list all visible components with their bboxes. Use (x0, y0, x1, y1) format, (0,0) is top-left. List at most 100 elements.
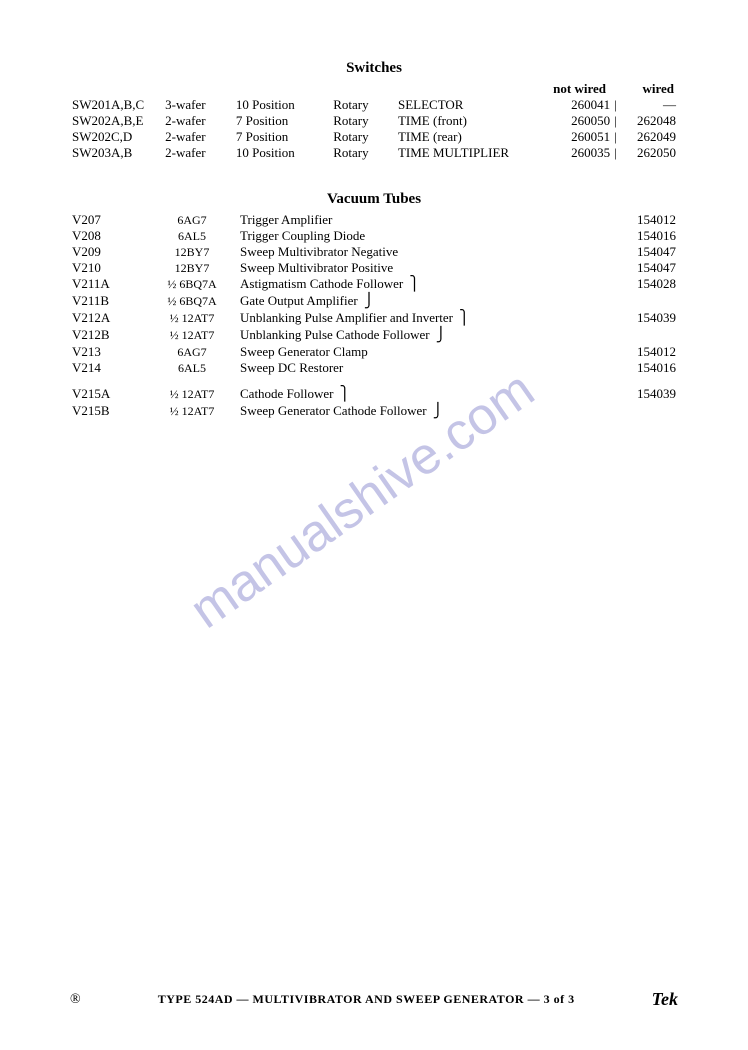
brace-icon: ⎫ (403, 277, 420, 292)
cell-type: ½ 12AT7 (146, 386, 238, 403)
cell-position: 10 Position (234, 145, 331, 161)
vacuum-section: Vacuum Tubes V2076AG7Trigger Amplifier15… (70, 191, 678, 420)
cell-type: ½ 6BQ7A (146, 293, 238, 310)
cell-description: Unblanking Pulse Cathode Follower⎭ (238, 327, 552, 344)
footer-logo: Tek (652, 989, 678, 1010)
pipe-divider: | (612, 113, 619, 129)
page-content: Switches not wired wired SW201A,B,C3-waf… (0, 0, 748, 420)
cell-description: Sweep DC Restorer (238, 360, 552, 376)
cell-wired: 262049 (619, 129, 678, 145)
cell-ref: V211A (70, 276, 146, 293)
cell-ref: SW202A,B,E (70, 113, 163, 129)
pipe-divider: | (612, 145, 619, 161)
cell-type: ½ 6BQ7A (146, 276, 238, 293)
cell-part-number (552, 293, 678, 310)
page-footer: ® TYPE 524AD — MULTIVIBRATOR AND SWEEP G… (0, 989, 748, 1010)
cell-description: Astigmatism Cathode Follower⎫ (238, 276, 552, 293)
cell-ref: SW203A,B (70, 145, 163, 161)
footer-symbol: ® (70, 992, 81, 1008)
table-row: V2086AL5Trigger Coupling Diode154016 (70, 228, 678, 244)
cell-description: Sweep Multivibrator Negative (238, 244, 552, 260)
cell-wafer: 2-wafer (163, 113, 234, 129)
cell-wired: 262050 (619, 145, 678, 161)
table-row: V2136AG7Sweep Generator Clamp154012 (70, 344, 678, 360)
cell-ref: SW201A,B,C (70, 97, 163, 113)
table-row: SW203A,B2-wafer10 PositionRotaryTIME MUL… (70, 145, 678, 161)
header-cols: not wired wired (550, 81, 678, 97)
cell-part-number: 154012 (552, 212, 678, 228)
cell-part-number: 154016 (552, 360, 678, 376)
cell-function: TIME MULTIPLIER (396, 145, 553, 161)
cell-type: 6AL5 (146, 228, 238, 244)
brace-icon: ⎫ (334, 387, 351, 402)
table-row: V211B½ 6BQ7AGate Output Amplifier⎭ (70, 293, 678, 310)
cell-wafer: 3-wafer (163, 97, 234, 113)
cell-description: Sweep Generator Cathode Follower⎭ (238, 403, 552, 420)
cell-wired: 262048 (619, 113, 678, 129)
cell-part-number: 154039 (552, 386, 678, 403)
cell-position: 10 Position (234, 97, 331, 113)
switches-title: Switches (70, 60, 678, 77)
cell-ref: V209 (70, 244, 146, 260)
table-row: V212B½ 12AT7Unblanking Pulse Cathode Fol… (70, 327, 678, 344)
cell-ref: V210 (70, 260, 146, 276)
cell-description: Cathode Follower⎫ (238, 386, 552, 403)
brace-icon: ⎫ (453, 311, 470, 326)
cell-description: Gate Output Amplifier⎭ (238, 293, 552, 310)
table-row: SW202A,B,E2-wafer7 PositionRotaryTIME (f… (70, 113, 678, 129)
cell-part-number (552, 403, 678, 420)
pipe-divider: | (612, 97, 619, 113)
cell-part-number: 154047 (552, 244, 678, 260)
cell-function: TIME (front) (396, 113, 553, 129)
cell-type: 6AG7 (146, 344, 238, 360)
cell-ref: V207 (70, 212, 146, 228)
vacuum-tubes-table: V2076AG7Trigger Amplifier154012V2086AL5T… (70, 212, 678, 420)
cell-ref: V212A (70, 310, 146, 327)
table-row: SW202C,D2-wafer7 PositionRotaryTIME (rea… (70, 129, 678, 145)
cell-type: 6AG7 (146, 212, 238, 228)
cell-type: ½ 12AT7 (146, 310, 238, 327)
cell-ref: V211B (70, 293, 146, 310)
table-row: V2146AL5Sweep DC Restorer154016 (70, 360, 678, 376)
table-row: SW201A,B,C3-wafer10 PositionRotarySELECT… (70, 97, 678, 113)
brace-icon: ⎭ (358, 294, 375, 309)
brace-icon: ⎭ (430, 328, 447, 343)
cell-description: Unblanking Pulse Amplifier and Inverter⎫ (238, 310, 552, 327)
cell-part-number: 154047 (552, 260, 678, 276)
cell-position: 7 Position (234, 129, 331, 145)
cell-part-number (552, 327, 678, 344)
switches-header-row: not wired wired (70, 81, 678, 97)
cell-ref: V213 (70, 344, 146, 360)
table-row: V215B½ 12AT7Sweep Generator Cathode Foll… (70, 403, 678, 420)
cell-type: 12BY7 (146, 260, 238, 276)
cell-function: TIME (rear) (396, 129, 553, 145)
cell-description: Sweep Generator Clamp (238, 344, 552, 360)
cell-not-wired: 260050 (553, 113, 612, 129)
table-row: V211A½ 6BQ7AAstigmatism Cathode Follower… (70, 276, 678, 293)
cell-not-wired: 260051 (553, 129, 612, 145)
cell-rotary: Rotary (331, 129, 396, 145)
cell-type: 6AL5 (146, 360, 238, 376)
footer-text: TYPE 524AD — MULTIVIBRATOR AND SWEEP GEN… (81, 992, 652, 1007)
cell-type: ½ 12AT7 (146, 327, 238, 344)
cell-description: Trigger Amplifier (238, 212, 552, 228)
brace-icon: ⎭ (427, 404, 444, 419)
cell-part-number: 154028 (552, 276, 678, 293)
cell-ref: SW202C,D (70, 129, 163, 145)
header-wired: wired (618, 81, 674, 97)
switches-table: SW201A,B,C3-wafer10 PositionRotarySELECT… (70, 97, 678, 161)
cell-wired: — (619, 97, 678, 113)
cell-rotary: Rotary (331, 97, 396, 113)
spacer-row (70, 376, 678, 386)
header-not-wired: not wired (550, 81, 606, 97)
cell-ref: V215A (70, 386, 146, 403)
cell-wafer: 2-wafer (163, 145, 234, 161)
vacuum-title: Vacuum Tubes (70, 191, 678, 208)
table-row: V212A½ 12AT7Unblanking Pulse Amplifier a… (70, 310, 678, 327)
cell-description: Trigger Coupling Diode (238, 228, 552, 244)
cell-function: SELECTOR (396, 97, 553, 113)
cell-not-wired: 260035 (553, 145, 612, 161)
table-row: V21012BY7Sweep Multivibrator Positive154… (70, 260, 678, 276)
pipe-divider: | (612, 129, 619, 145)
cell-ref: V214 (70, 360, 146, 376)
